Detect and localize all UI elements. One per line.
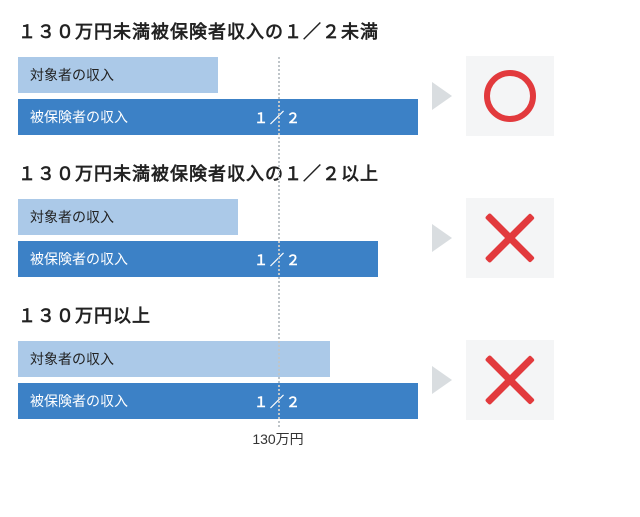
section-row: 対象者の収入被保険者の収入１／２ <box>18 56 622 136</box>
result-box <box>466 198 554 278</box>
insured-bar-wrap: 被保険者の収入１／２ <box>18 241 418 277</box>
target-income-label: 対象者の収入 <box>30 207 114 227</box>
section-title: １３０万円以上 <box>18 302 622 328</box>
insured-income-bar: 被保険者の収入 <box>18 241 378 277</box>
section-title: １３０万円未満被保険者収入の１／２未満 <box>18 18 622 44</box>
bars-area: 対象者の収入被保険者の収入１／２ <box>18 341 418 419</box>
target-bar-wrap: 対象者の収入 <box>18 57 418 93</box>
arrow-icon <box>432 366 452 394</box>
result-ng-icon <box>482 210 538 266</box>
insured-bar-wrap: 被保険者の収入１／２ <box>18 383 418 419</box>
section-row: 対象者の収入被保険者の収入１／２ <box>18 198 622 278</box>
insured-income-bar: 被保険者の収入 <box>18 383 418 419</box>
section: １３０万円未満被保険者収入の１／２未満対象者の収入被保険者の収入１／２ <box>18 18 622 136</box>
bars-area: 対象者の収入被保険者の収入１／２ <box>18 199 418 277</box>
target-income-label: 対象者の収入 <box>30 349 114 369</box>
insured-bar-wrap: 被保険者の収入１／２ <box>18 99 418 135</box>
arrow-icon <box>432 82 452 110</box>
target-income-bar: 対象者の収入 <box>18 199 238 235</box>
section-title: １３０万円未満被保険者収入の１／２以上 <box>18 160 622 186</box>
result-ok-icon <box>484 70 536 122</box>
section: １３０万円未満被保険者収入の１／２以上対象者の収入被保険者の収入１／２ <box>18 160 622 278</box>
section-row: 対象者の収入被保険者の収入１／２ <box>18 340 622 420</box>
insured-income-label: 被保険者の収入 <box>30 391 128 411</box>
threshold-label: 130万円 <box>238 429 318 449</box>
result-ng-icon <box>482 352 538 408</box>
target-income-bar: 対象者の収入 <box>18 57 218 93</box>
target-bar-wrap: 対象者の収入 <box>18 199 418 235</box>
insured-income-bar: 被保険者の収入 <box>18 99 418 135</box>
section: １３０万円以上対象者の収入被保険者の収入１／２ <box>18 302 622 420</box>
insured-income-label: 被保険者の収入 <box>30 107 128 127</box>
arrow-icon <box>432 224 452 252</box>
target-bar-wrap: 対象者の収入 <box>18 341 418 377</box>
result-box <box>466 56 554 136</box>
threshold-line <box>278 57 280 427</box>
target-income-bar: 対象者の収入 <box>18 341 330 377</box>
insured-income-label: 被保険者の収入 <box>30 249 128 269</box>
target-income-label: 対象者の収入 <box>30 65 114 85</box>
bars-area: 対象者の収入被保険者の収入１／２ <box>18 57 418 135</box>
result-box <box>466 340 554 420</box>
